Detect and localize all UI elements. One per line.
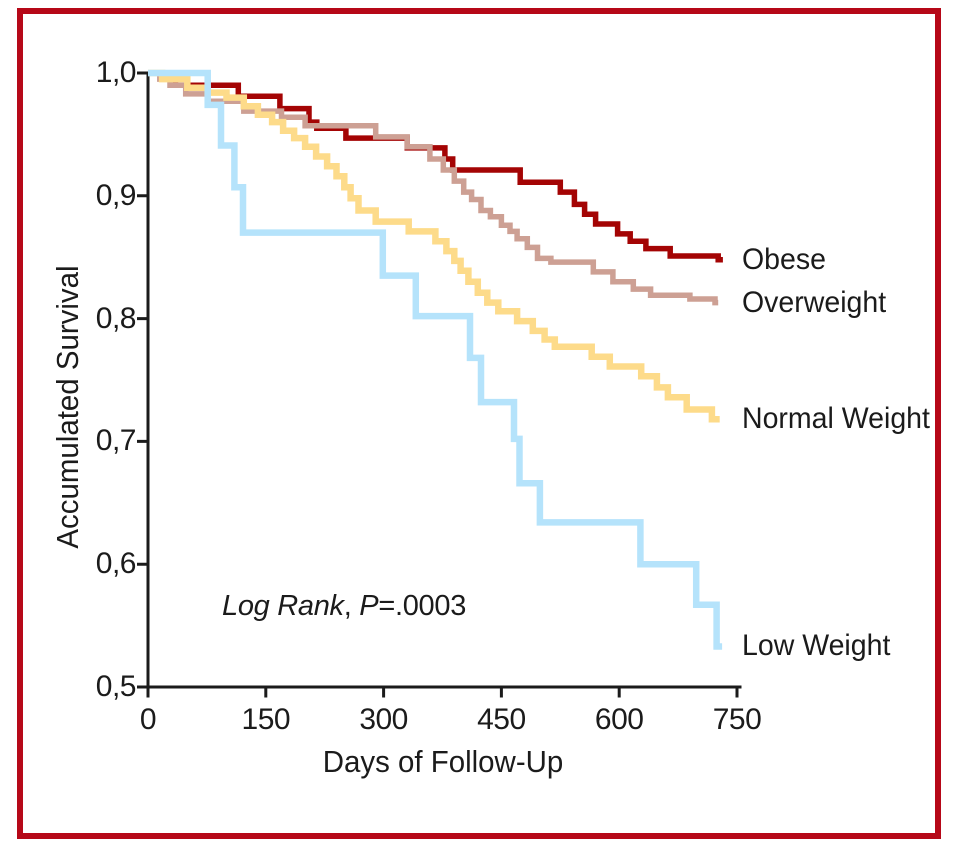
y-tick-label: 0,7 xyxy=(95,424,137,458)
curve-label-normal-weight: Normal Weight xyxy=(742,402,930,436)
y-tick-label: 0,8 xyxy=(95,301,137,335)
y-tick-label: 0,6 xyxy=(95,547,137,581)
curve-obese xyxy=(148,70,723,263)
x-axis-title: Days of Follow-Up xyxy=(322,744,564,779)
curve-label-overweight: Overweight xyxy=(742,285,887,319)
log-rank-annotation: Log Rank, P=.0003 xyxy=(222,590,466,622)
x-tick-label: 450 xyxy=(477,703,526,736)
x-tick-label: 750 xyxy=(712,703,762,736)
y-tick-label: 1,0 xyxy=(95,56,137,89)
curve-low-weight xyxy=(148,69,723,650)
annotation-test-name: Log Rank xyxy=(222,590,344,622)
x-tick-label: 600 xyxy=(594,703,644,736)
annotation-separator: , xyxy=(343,590,360,622)
annotation-p-symbol: P xyxy=(359,590,379,622)
axes-and-ticks xyxy=(137,71,742,698)
x-tick-label: 150 xyxy=(241,703,291,736)
y-tick-label: 0,9 xyxy=(95,178,137,212)
annotation-p-value: =.0003 xyxy=(378,590,467,622)
curve-normal-weight xyxy=(148,69,720,423)
curve-label-low-weight: Low Weight xyxy=(742,629,891,663)
curve-label-obese: Obese xyxy=(742,242,826,276)
x-tick-label: 300 xyxy=(359,703,408,736)
x-tick-label: 0 xyxy=(139,703,157,736)
y-tick-label: 0,5 xyxy=(95,670,137,703)
